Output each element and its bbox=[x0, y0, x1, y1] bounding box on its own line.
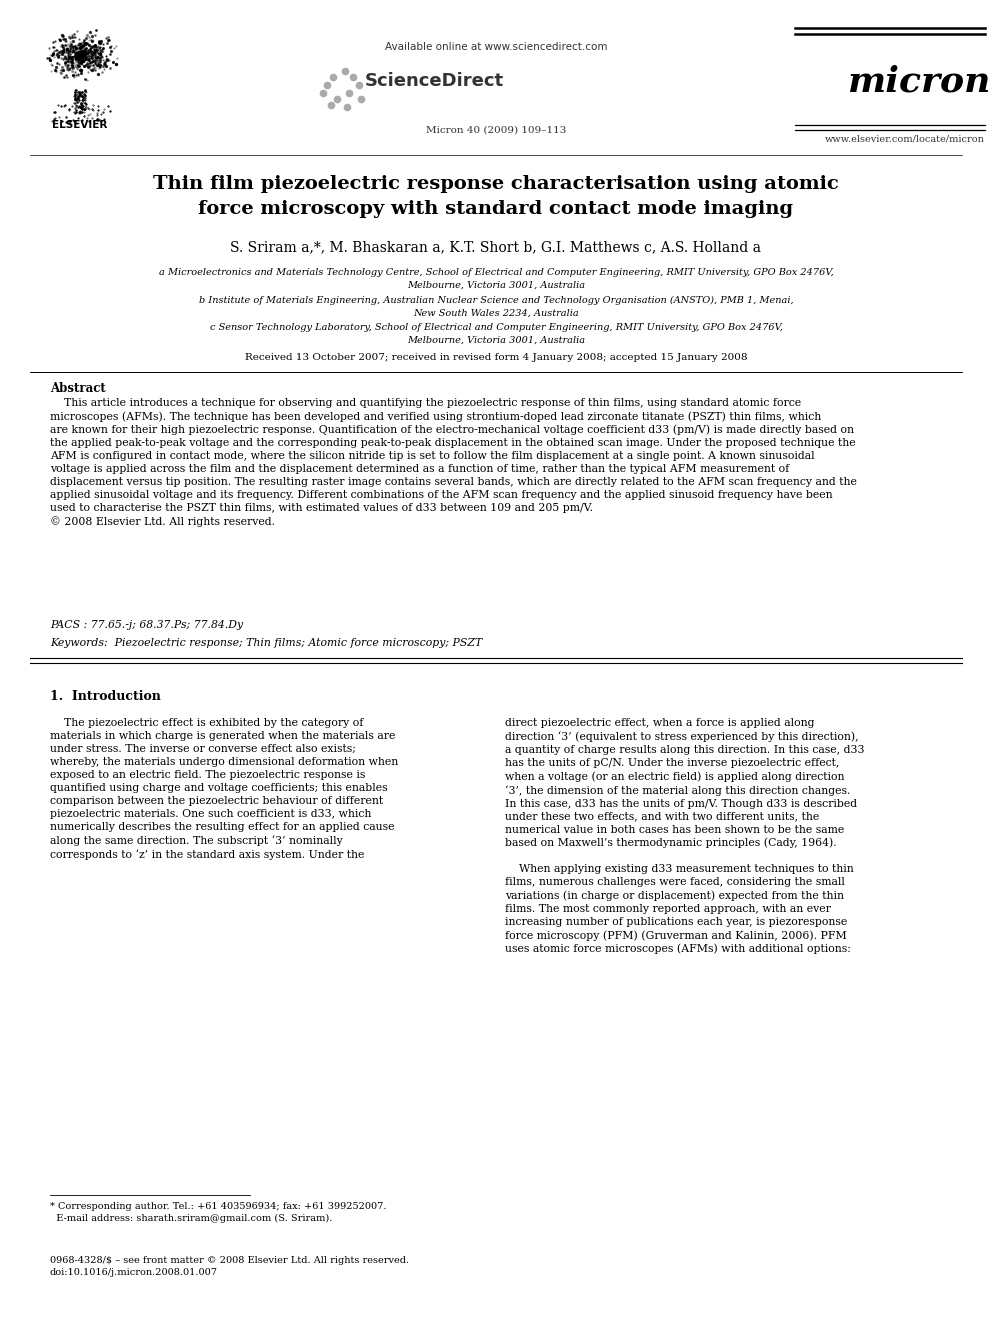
Text: b Institute of Materials Engineering, Australian Nuclear Science and Technology : b Institute of Materials Engineering, Au… bbox=[198, 296, 794, 306]
Text: New South Wales 2234, Australia: New South Wales 2234, Australia bbox=[413, 310, 579, 318]
Text: micron: micron bbox=[848, 65, 992, 99]
Text: S. Sriram a,*, M. Bhaskaran a, K.T. Short b, G.I. Matthews c, A.S. Holland a: S. Sriram a,*, M. Bhaskaran a, K.T. Shor… bbox=[230, 239, 762, 254]
Text: 0968-4328/$ – see front matter © 2008 Elsevier Ltd. All rights reserved.
doi:10.: 0968-4328/$ – see front matter © 2008 El… bbox=[50, 1256, 409, 1277]
Text: * Corresponding author. Tel.: +61 403596934; fax: +61 399252007.
  E-mail addres: * Corresponding author. Tel.: +61 403596… bbox=[50, 1203, 387, 1222]
Text: This article introduces a technique for observing and quantifying the piezoelect: This article introduces a technique for … bbox=[50, 398, 857, 528]
Text: direct piezoelectric effect, when a force is applied along
direction ‘3’ (equiva: direct piezoelectric effect, when a forc… bbox=[505, 718, 864, 954]
Text: ScienceDirect: ScienceDirect bbox=[365, 71, 504, 90]
Text: Melbourne, Victoria 3001, Australia: Melbourne, Victoria 3001, Australia bbox=[407, 280, 585, 290]
Text: Melbourne, Victoria 3001, Australia: Melbourne, Victoria 3001, Australia bbox=[407, 336, 585, 345]
Text: a Microelectronics and Materials Technology Centre, School of Electrical and Com: a Microelectronics and Materials Technol… bbox=[159, 269, 833, 277]
Text: www.elsevier.com/locate/micron: www.elsevier.com/locate/micron bbox=[825, 135, 985, 144]
Text: Thin film piezoelectric response characterisation using atomic: Thin film piezoelectric response charact… bbox=[153, 175, 839, 193]
Text: Keywords:  Piezoelectric response; Thin films; Atomic force microscopy; PSZT: Keywords: Piezoelectric response; Thin f… bbox=[50, 638, 482, 648]
Text: PACS : 77.65.-j; 68.37.Ps; 77.84.Dy: PACS : 77.65.-j; 68.37.Ps; 77.84.Dy bbox=[50, 620, 243, 630]
Text: The piezoelectric effect is exhibited by the category of
materials in which char: The piezoelectric effect is exhibited by… bbox=[50, 718, 398, 860]
Text: Received 13 October 2007; received in revised form 4 January 2008; accepted 15 J: Received 13 October 2007; received in re… bbox=[245, 353, 747, 363]
Text: force microscopy with standard contact mode imaging: force microscopy with standard contact m… bbox=[198, 200, 794, 218]
Text: ELSEVIER: ELSEVIER bbox=[53, 120, 108, 130]
Text: Abstract: Abstract bbox=[50, 382, 106, 396]
Text: c Sensor Technology Laboratory, School of Electrical and Computer Engineering, R: c Sensor Technology Laboratory, School o… bbox=[209, 323, 783, 332]
Text: 1.  Introduction: 1. Introduction bbox=[50, 691, 161, 703]
Text: Micron 40 (2009) 109–113: Micron 40 (2009) 109–113 bbox=[426, 126, 566, 135]
Text: Available online at www.sciencedirect.com: Available online at www.sciencedirect.co… bbox=[385, 42, 607, 52]
